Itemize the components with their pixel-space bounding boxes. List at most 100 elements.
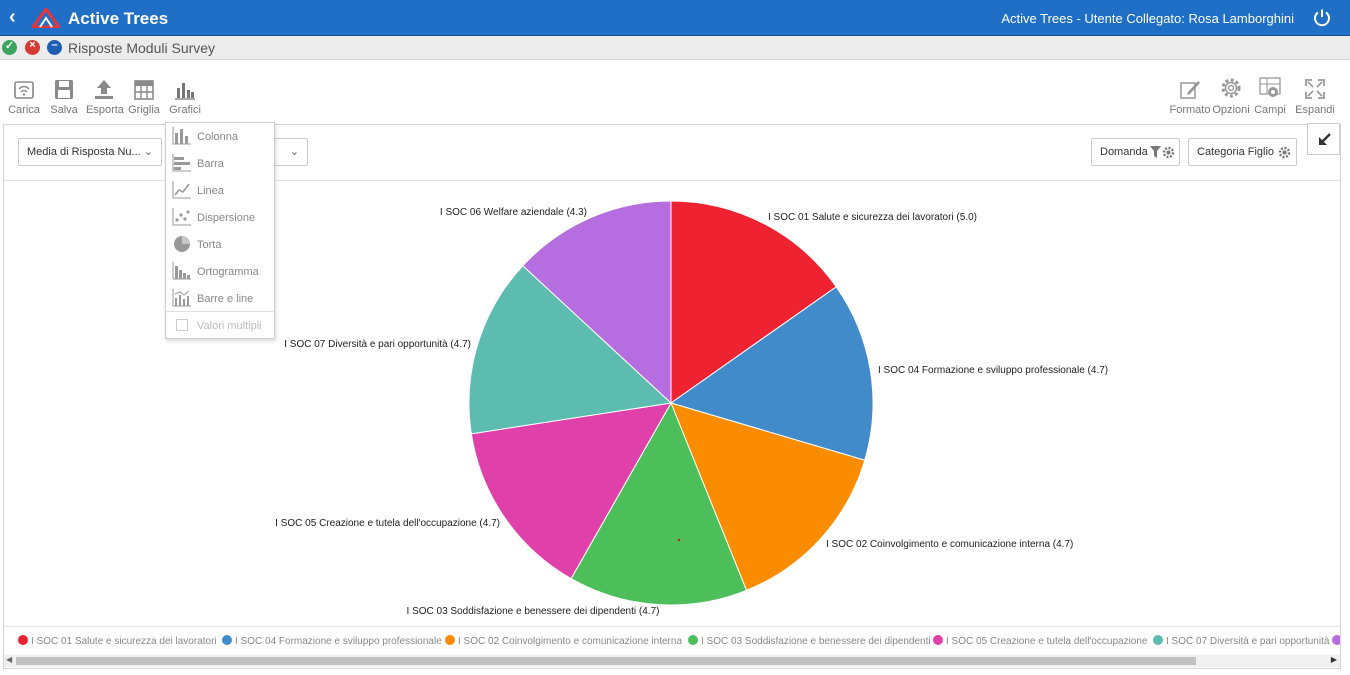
minimize-icon[interactable]: – [47,39,62,55]
legend-label: I SOC 05 Creazione e tutela dell'occupaz… [946,636,1148,647]
legend-item[interactable]: I SOC 02 Coinvolgimento e comunicazione … [445,635,682,647]
legend-dot [222,635,232,645]
legend-label: I SOC 03 Soddisfazione e benessere dei d… [701,636,931,647]
menu-item-colonna[interactable]: Colonna [166,124,274,150]
chart-legend: I SOC 01 Salute e sicurezza dei lavorato… [4,626,1340,654]
grid-label: Griglia [128,104,160,116]
power-icon[interactable] [1312,8,1332,28]
menu-item-dispersione[interactable]: Dispersione [166,205,274,231]
bar-chart-icon [175,83,195,100]
format-button[interactable]: Formato [1169,74,1211,116]
domanda-label: Domanda [1100,146,1148,158]
arrow-down-left-icon [1319,133,1331,145]
chart-type-menu: Colonna Barra Linea Dispersione Torta Or… [165,122,275,339]
options-button[interactable]: Opzioni [1212,74,1250,116]
legend-item[interactable]: I SOC 06 Welfare aziendale [1332,635,1340,647]
pie-chart: I SOC 01 Salute e sicurezza dei lavorato… [275,200,1108,617]
legend-dot [1153,635,1163,645]
legend-item[interactable]: I SOC 03 Soddisfazione e benessere dei d… [688,635,931,647]
format-label: Formato [1169,104,1211,116]
pie-slice-label: I SOC 04 Formazione e sviluppo professio… [878,365,1108,376]
export-label: Esporta [86,104,124,116]
options-label: Opzioni [1212,104,1250,116]
scroll-thumb[interactable] [16,657,1196,665]
multi-values-checkbox[interactable] [176,319,188,331]
menu-item-label: Ortogramma [197,266,259,278]
menu-item-linea[interactable]: Linea [166,178,274,204]
bar-line-chart-icon [172,289,191,307]
scroll-right-icon[interactable]: ▶ [1330,655,1337,664]
legend-label: I SOC 02 Coinvolgimento e comunicazione … [458,636,683,647]
center-marker [677,538,681,542]
scatter-chart-icon [172,208,191,226]
wifi-folder-icon [14,81,34,99]
pie-slice[interactable] [670,200,837,404]
export-button[interactable]: Esporta [86,74,124,116]
legend-item[interactable]: I SOC 07 Diversità e pari opportunità [1153,635,1329,647]
back-arrow-icon[interactable]: ‹ [9,6,16,28]
secondary-dropdown[interactable]: ⌄ [274,138,308,166]
sub-bar: ✓ × – Risposte Moduli Survey [0,36,1350,60]
title-bar: ‹ Active Trees Active Trees - Utente Col… [0,0,1350,36]
collapse-panel-button[interactable] [1307,123,1340,155]
legend-dot [1332,635,1340,645]
domanda-field-button[interactable]: Domanda [1091,138,1180,166]
pie-slice[interactable] [470,402,672,580]
legend-label: I SOC 01 Salute e sicurezza dei lavorato… [31,636,217,647]
legend-dot [18,635,28,645]
pie-slice-label: I SOC 01 Salute e sicurezza dei lavorato… [768,212,977,223]
menu-item-label: Torta [197,239,222,251]
pie-slice-label: I SOC 03 Soddisfazione e benessere dei d… [407,606,660,617]
fields-label: Campi [1254,104,1286,116]
menu-item-ortogramma[interactable]: Ortogramma [166,259,274,285]
pie-slice[interactable] [468,265,673,435]
menu-item-torta[interactable]: Torta [166,232,274,258]
horizontal-scrollbar[interactable]: ◀ ▶ [4,655,1340,667]
gear-icon [1162,146,1175,159]
expand-label: Espandi [1295,104,1335,116]
load-label: Carica [8,104,40,116]
scroll-left-icon[interactable]: ◀ [6,655,13,664]
app-logo-icon [32,8,60,28]
categoria-field-button[interactable]: Categoria Figlio [1188,138,1297,166]
fields-button[interactable]: Campi [1252,74,1288,116]
pie-slice-label: I SOC 05 Creazione e tutela dell'occupaz… [275,518,500,529]
grid-button[interactable]: Griglia [127,74,161,116]
menu-item-barra[interactable]: Barra [166,151,274,177]
measure-value: Media di Risposta Nu... [27,146,141,158]
filter-icon [1150,146,1161,158]
pie-slice-label: I SOC 07 Diversità e pari opportunità (4… [284,339,471,350]
load-button[interactable]: Carica [6,74,42,116]
pencil-icon [1180,81,1200,99]
pie-slice[interactable] [670,402,866,592]
legend-label: I SOC 04 Formazione e sviluppo professio… [235,636,442,647]
gear-icon [1278,146,1291,159]
chevron-down-icon: ⌄ [289,146,299,158]
menu-item-label: Colonna [197,131,238,143]
chevron-down-icon: ⌄ [143,146,153,158]
pie-slice[interactable] [522,200,672,405]
legend-dot [688,635,698,645]
legend-item[interactable]: I SOC 01 Salute e sicurezza dei lavorato… [18,635,217,647]
grid-icon [134,80,154,100]
legend-item[interactable]: I SOC 05 Creazione e tutela dell'occupaz… [933,635,1147,647]
expand-icon [1305,79,1325,99]
close-icon[interactable]: × [25,39,40,55]
fields-gear-icon [1259,77,1281,97]
charts-button[interactable]: Grafici [167,74,203,116]
confirm-icon[interactable]: ✓ [2,40,17,55]
line-chart-icon [172,181,191,199]
save-button[interactable]: Salva [47,74,81,116]
histogram-icon [172,262,191,280]
measure-dropdown[interactable]: Media di Risposta Nu... ⌄ [18,138,162,166]
gear-icon [1221,78,1241,98]
save-label: Salva [50,104,78,116]
legend-label: I SOC 07 Diversità e pari opportunità [1166,636,1330,647]
pie-slice[interactable] [669,286,874,461]
legend-item[interactable]: I SOC 04 Formazione e sviluppo professio… [222,635,442,647]
expand-button[interactable]: Espandi [1294,74,1336,116]
save-icon [55,80,73,99]
menu-item-barre-e-line[interactable]: Barre e line [166,286,274,312]
pie-slice[interactable] [570,401,748,606]
upload-icon [95,80,113,99]
